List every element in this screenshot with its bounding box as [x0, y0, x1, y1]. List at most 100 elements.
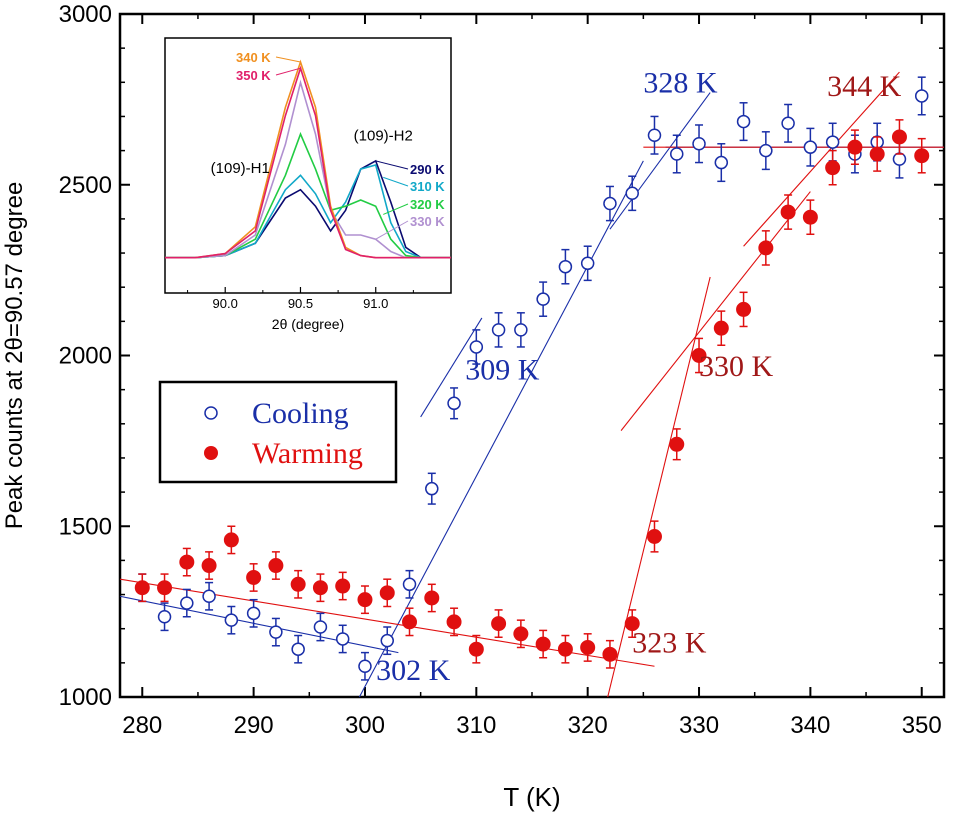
x-tick-label: 310 [456, 712, 496, 739]
y-tick-label: 1500 [59, 513, 112, 540]
data-point [692, 137, 706, 151]
fit-line [743, 71, 900, 247]
inset-peak-label: (109)-H2 [354, 127, 413, 144]
data-point [402, 577, 417, 592]
data-point [424, 590, 440, 606]
data-point [781, 116, 795, 131]
data-point [269, 625, 283, 639]
data-point [202, 589, 216, 604]
data-point [224, 613, 239, 627]
y-axis-label: Peak counts at 2θ=90.57 degree [1, 182, 28, 530]
data-point [803, 140, 818, 154]
data-point [558, 259, 573, 274]
data-point [736, 301, 752, 317]
data-point [380, 633, 394, 648]
inset-leader-line [375, 160, 409, 170]
data-point [535, 636, 551, 652]
y-tick-label: 3000 [59, 1, 112, 28]
inset-series-label: 340 K [236, 50, 271, 65]
data-point [580, 256, 595, 271]
inset-curve-310k [165, 164, 451, 259]
inset-leader-line [275, 67, 301, 76]
inset-series-label: 350 K [236, 68, 271, 83]
data-point [179, 554, 195, 570]
data-point [624, 616, 640, 632]
data-point [603, 196, 617, 211]
main-axes: 280 290 300 310 320 330 340 350 1000 1500 2000 2500… [59, 1, 946, 739]
fit-line [420, 317, 483, 418]
inset-curve-350k [165, 65, 451, 259]
data-point [602, 646, 618, 662]
data-point [335, 632, 350, 646]
data-point [514, 323, 528, 337]
data-point [825, 160, 841, 176]
inset-series-label: 320 K [410, 197, 445, 212]
x-tick-label: 320 [568, 712, 608, 739]
fit-line [119, 595, 399, 654]
data-point [157, 609, 172, 624]
data-point [714, 155, 729, 170]
data-point [691, 348, 707, 363]
inset-frame [164, 37, 452, 294]
data-point [513, 626, 529, 642]
data-point [469, 340, 484, 354]
data-point [891, 129, 907, 145]
data-point [646, 528, 662, 544]
data-point [892, 152, 907, 166]
data-point [402, 614, 418, 630]
inset-leader-line [383, 203, 409, 215]
inset-leader-line [375, 220, 409, 240]
x-axis-label: T (K) [503, 782, 560, 812]
x-tick-label: 290 [234, 712, 274, 739]
inset-x-tick-label: 90.5 [288, 296, 313, 311]
data-point [201, 558, 217, 574]
y-tick-label: 2000 [59, 343, 112, 370]
inset-leader-line [383, 176, 409, 187]
data-point [468, 641, 484, 657]
data-point [736, 114, 751, 129]
y-tick-label: 2500 [59, 172, 112, 199]
legend-label: Warming [252, 437, 363, 470]
data-point [491, 323, 506, 337]
data-point [157, 580, 173, 596]
data-point [536, 292, 550, 306]
inset: 90.0 90.5 91.0 2θ (degree) (109)-H1 (109)-H2 2… [164, 37, 452, 332]
data-point [802, 209, 818, 225]
inset-peak-label: (109)-H1 [211, 160, 270, 177]
inset-x-axis-label: 2θ (degree) [272, 316, 344, 332]
data-point [759, 143, 773, 158]
data-point [914, 148, 930, 164]
data-point [825, 135, 840, 149]
data-point [379, 585, 395, 601]
legend-marker-open [204, 406, 218, 420]
data-point [223, 532, 239, 548]
data-point [557, 641, 573, 657]
data-point [358, 659, 372, 674]
inset-x-tick-label: 90.0 [213, 296, 238, 311]
fit-line [609, 92, 711, 230]
data-point [647, 128, 662, 142]
fit-line [620, 191, 811, 431]
data-point [780, 204, 796, 220]
x-tick-label: 330 [679, 712, 719, 739]
inset-leader-line [275, 56, 301, 63]
legend-marker-filled [204, 446, 218, 460]
legend-label: Cooling [252, 397, 349, 430]
x-tick-label: 340 [790, 712, 830, 739]
inset-series-label: 310 K [410, 179, 445, 194]
data-point [758, 240, 774, 256]
data-point [713, 320, 729, 336]
transition-temp-label: 344 K [827, 70, 902, 103]
data-point [291, 642, 305, 656]
data-point [669, 436, 685, 452]
transition-temp-label: 302 K [376, 654, 451, 687]
data-point [134, 580, 150, 596]
data-point [357, 592, 373, 608]
data-point [446, 614, 462, 630]
transition-temp-label: 309 K [465, 353, 540, 386]
inset-series-label: 290 K [410, 162, 445, 177]
data-point [290, 576, 306, 592]
transition-temp-label: 323 K [632, 627, 707, 660]
data-point [268, 558, 284, 574]
